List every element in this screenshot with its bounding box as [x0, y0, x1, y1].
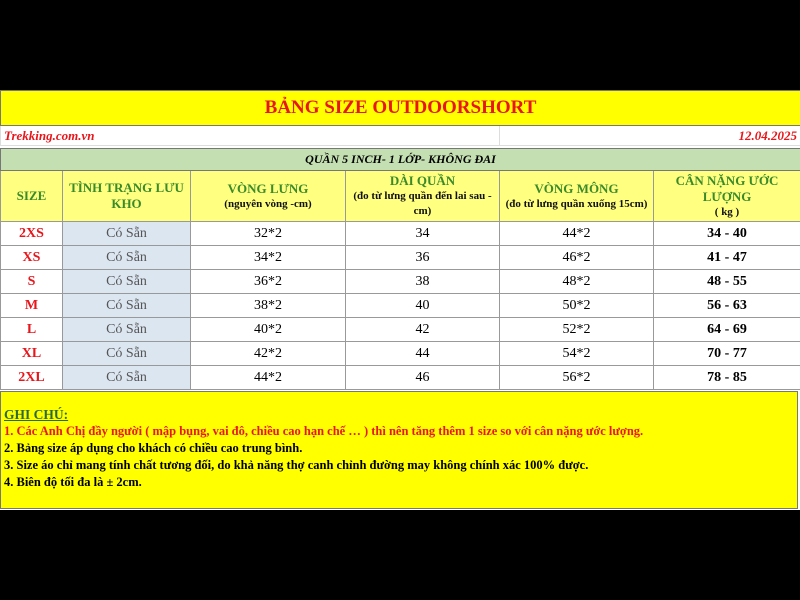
- table-row: XL Có Sẵn 42*2 44 54*2 70 - 77: [0, 341, 800, 366]
- table-cell: 54*2: [499, 341, 654, 366]
- table-cell: 64 - 69: [652, 317, 800, 342]
- header-sublabel: (đo từ lưng quần xuống 15cm): [505, 197, 648, 210]
- table-cell: 38*2: [190, 293, 346, 318]
- column-header: SIZE: [0, 170, 63, 222]
- table-cell: 2XL: [0, 365, 63, 390]
- table-row: 2XL Có Sẵn 44*2 46 56*2 78 - 85: [0, 365, 800, 390]
- column-header: TÌNH TRẠNG LƯU KHO: [62, 170, 191, 222]
- header-sublabel: ( kg ): [714, 205, 740, 218]
- table-cell: 36*2: [190, 269, 346, 294]
- table-row: XS Có Sẵn 34*2 36 46*2 41 - 47: [0, 245, 800, 270]
- table-cell: Có Sẵn: [62, 317, 191, 342]
- note-item: 4. Biên độ tối đa là ± 2cm.: [4, 475, 142, 489]
- table-cell: 44*2: [190, 365, 346, 390]
- table-cell: 48*2: [499, 269, 654, 294]
- table-cell: L: [0, 317, 63, 342]
- table-cell: 56*2: [499, 365, 654, 390]
- column-header: VÒNG MÔNG (đo từ lưng quần xuống 15cm): [499, 170, 654, 222]
- table-cell: 2XS: [0, 221, 63, 246]
- table-cell: 40*2: [190, 317, 346, 342]
- chart-date: 12.04.2025: [498, 125, 800, 146]
- table-row: M Có Sẵn 38*2 40 50*2 56 - 63: [0, 293, 800, 318]
- table-cell: 36: [345, 245, 500, 270]
- header-label: CÂN NẶNG ƯỚC LƯỢNG: [675, 172, 779, 204]
- size-chart-sheet: BẢNG SIZE OUTDOORSHORT Trekking.com.vn 12…: [0, 90, 800, 510]
- table-cell: 56 - 63: [652, 293, 800, 318]
- header-label: VÒNG LƯNG: [227, 180, 309, 196]
- column-header: CÂN NẶNG ƯỚC LƯỢNG( kg ): [652, 170, 800, 222]
- column-header: DÀI QUẦN (đo từ lưng quần đến lai sau - c…: [345, 170, 500, 222]
- notes-title: GHI CHÚ:: [4, 407, 69, 422]
- table-cell: XS: [0, 245, 63, 270]
- table-row: S Có Sẵn 36*2 38 48*2 48 - 55: [0, 269, 800, 294]
- table-cell: 70 - 77: [652, 341, 800, 366]
- table-cell: 32*2: [190, 221, 346, 246]
- table-cell: 38: [345, 269, 500, 294]
- header-sublabel: (nguyên vòng -cm): [224, 197, 312, 210]
- table-cell: M: [0, 293, 63, 318]
- size-table: BẢNG SIZE OUTDOORSHORT Trekking.com.vn 12…: [0, 90, 800, 390]
- header-label: DÀI QUẦN: [389, 173, 456, 188]
- table-cell: Có Sẵn: [62, 245, 191, 270]
- table-cell: Có Sẵn: [62, 221, 191, 246]
- note-item: 2. Bảng size áp dụng cho khách có chiều …: [4, 441, 303, 455]
- table-cell: 52*2: [499, 317, 654, 342]
- table-cell: 46: [345, 365, 500, 390]
- table-cell: 34: [345, 221, 500, 246]
- note-item: 1. Các Anh Chị đầy người ( mập bụng, vai…: [4, 424, 644, 438]
- table-cell: 41 - 47: [652, 245, 800, 270]
- header-label: TÌNH TRẠNG LƯU KHO: [69, 180, 184, 211]
- table-cell: Có Sẵn: [62, 269, 191, 294]
- column-header: VÒNG LƯNG (nguyên vòng -cm): [190, 170, 346, 222]
- table-cell: 48 - 55: [652, 269, 800, 294]
- table-cell: XL: [0, 341, 63, 366]
- table-cell: 42: [345, 317, 500, 342]
- notes-box: GHI CHÚ: 1. Các Anh Chị đầy người ( mập …: [0, 391, 798, 509]
- table-cell: 34*2: [190, 245, 346, 270]
- table-cell: 34 - 40: [652, 221, 800, 246]
- table-cell: 50*2: [499, 293, 654, 318]
- header-sublabel: (đo từ lưng quần đến lai sau - cm): [353, 190, 492, 217]
- table-cell: 46*2: [499, 245, 654, 270]
- site-name: Trekking.com.vn: [0, 125, 500, 146]
- header-label: VÒNG MÔNG: [534, 180, 619, 196]
- section-title: QUẦN 5 INCH- 1 LỚP- KHÔNG ĐAI: [0, 148, 800, 171]
- table-cell: Có Sẵn: [62, 365, 191, 390]
- chart-title: BẢNG SIZE OUTDOORSHORT: [0, 90, 800, 126]
- note-item: 3. Size áo chỉ mang tính chất tương đối,…: [4, 458, 589, 472]
- table-cell: 44: [345, 341, 500, 366]
- table-cell: Có Sẵn: [62, 293, 191, 318]
- table-cell: 44*2: [499, 221, 654, 246]
- table-row: 2XS Có Sẵn 32*2 34 44*2 34 - 40: [0, 221, 800, 246]
- table-cell: 42*2: [190, 341, 346, 366]
- header-label: SIZE: [16, 188, 47, 203]
- table-cell: 78 - 85: [652, 365, 800, 390]
- table-row: L Có Sẵn 40*2 42 52*2 64 - 69: [0, 317, 800, 342]
- table-cell: S: [0, 269, 63, 294]
- table-cell: Có Sẵn: [62, 341, 191, 366]
- table-cell: 40: [345, 293, 500, 318]
